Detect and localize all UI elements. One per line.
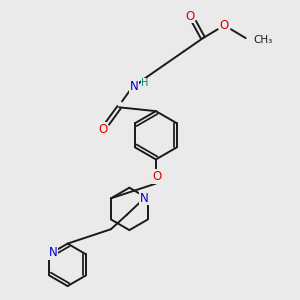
Text: O: O — [185, 10, 194, 22]
Text: H: H — [141, 78, 149, 88]
Text: O: O — [98, 123, 107, 136]
Text: O: O — [220, 19, 229, 32]
Text: N: N — [49, 246, 57, 259]
Text: O: O — [153, 170, 162, 183]
Text: N: N — [140, 192, 148, 205]
Text: N: N — [129, 80, 138, 93]
Text: CH₃: CH₃ — [253, 35, 272, 46]
